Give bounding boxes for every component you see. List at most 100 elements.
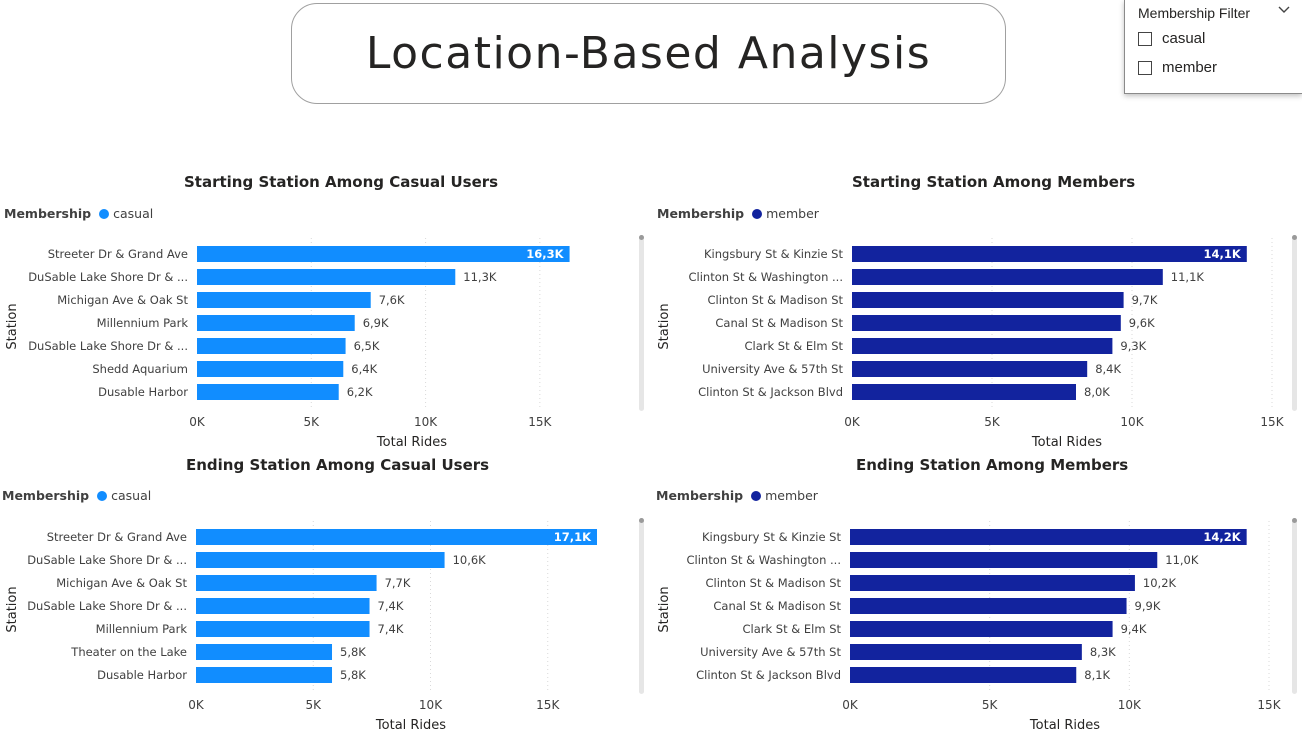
chart-scrollbar[interactable]: [639, 235, 644, 411]
chart-scrollbar[interactable]: [1292, 235, 1297, 411]
scrollbar-thumb[interactable]: [639, 518, 644, 523]
y-tick-label: Clinton St & Jackson Blvd: [696, 668, 841, 682]
bar[interactable]: [196, 529, 597, 545]
data-label: 10,6K: [453, 553, 487, 567]
bar[interactable]: [852, 384, 1076, 400]
y-tick-label: Shedd Aquarium: [92, 362, 188, 376]
bar[interactable]: [852, 315, 1121, 331]
y-tick-label: Kingsbury St & Kinzie St: [704, 247, 843, 261]
bar[interactable]: [850, 621, 1113, 637]
bar-chart-3: Ending Station Among Casual Users Members…: [0, 456, 645, 733]
data-label: 6,2K: [347, 385, 373, 399]
x-tick-label: 10K: [1118, 698, 1142, 712]
bar[interactable]: [197, 246, 570, 262]
chevron-down-icon[interactable]: [1277, 4, 1291, 16]
y-tick-label: Kingsbury St & Kinzie St: [702, 530, 841, 544]
bar[interactable]: [196, 644, 333, 660]
bar[interactable]: [852, 361, 1088, 377]
chart-title: Starting Station Among Members: [852, 173, 1136, 191]
y-tick-label: DuSable Lake Shore Dr & ...: [27, 599, 187, 613]
bar[interactable]: [850, 598, 1127, 614]
y-tick-label: University Ave & 57th St: [700, 645, 841, 659]
legend-dot-icon: [99, 208, 110, 219]
scrollbar-thumb[interactable]: [639, 235, 644, 240]
bar[interactable]: [852, 269, 1163, 285]
x-axis-label: Total Rides: [375, 718, 446, 733]
bar[interactable]: [197, 361, 344, 377]
data-label: 11,1K: [1171, 270, 1205, 284]
data-label: 8,3K: [1090, 645, 1116, 659]
bar[interactable]: [196, 575, 377, 591]
chart-title: Starting Station Among Casual Users: [184, 173, 499, 191]
bar[interactable]: [197, 292, 371, 308]
y-tick-label: Clinton St & Washington ...: [687, 553, 842, 567]
y-tick-label: DuSable Lake Shore Dr & ...: [28, 270, 188, 284]
slicer-option-casual[interactable]: casual: [1138, 30, 1205, 47]
data-label: 7,6K: [379, 293, 405, 307]
chart-legend: Membership member: [656, 488, 818, 503]
bar[interactable]: [197, 269, 456, 285]
data-label: 10,2K: [1143, 576, 1177, 590]
bar[interactable]: [850, 529, 1247, 545]
bar[interactable]: [196, 667, 333, 683]
x-tick-label: 5K: [304, 415, 321, 429]
x-tick-label: 10K: [1120, 415, 1144, 429]
x-tick-label: 0K: [189, 415, 206, 429]
bar[interactable]: [852, 246, 1247, 262]
bar[interactable]: [850, 644, 1082, 660]
chart-scrollbar[interactable]: [1292, 518, 1297, 694]
bar-chart-1: Starting Station Among Casual Users Membe…: [0, 173, 645, 450]
chart-legend: Membership casual: [4, 206, 153, 221]
scrollbar-thumb[interactable]: [1292, 518, 1297, 523]
y-tick-label: University Ave & 57th St: [702, 362, 843, 376]
data-label: 6,4K: [351, 362, 377, 376]
bar[interactable]: [197, 315, 355, 331]
bar[interactable]: [197, 338, 346, 354]
data-label: 9,4K: [1121, 622, 1147, 636]
bar[interactable]: [196, 621, 370, 637]
membership-filter-slicer[interactable]: Membership Filter casual member: [1124, 0, 1302, 94]
bar[interactable]: [850, 575, 1135, 591]
y-tick-label: Clark St & Elm St: [744, 339, 843, 353]
legend-entry: member: [766, 206, 819, 221]
slicer-option-label: casual: [1162, 30, 1206, 47]
chart-scrollbar[interactable]: [639, 518, 644, 694]
data-label: 9,7K: [1132, 293, 1158, 307]
bar[interactable]: [197, 384, 339, 400]
data-label: 9,3K: [1120, 339, 1146, 353]
slicer-option-member[interactable]: member: [1138, 59, 1217, 76]
legend-dot-icon: [97, 490, 108, 501]
legend-entry: casual: [113, 206, 154, 221]
chart-plot: Station Kingsbury St & Kinzie St 14,2K Clin…: [657, 521, 1282, 733]
data-label: 7,4K: [378, 599, 404, 613]
page-title: Location-Based Analysis: [291, 3, 1006, 104]
data-label: 5,8K: [340, 645, 366, 659]
checkbox-icon[interactable]: [1138, 60, 1152, 75]
bar-chart-2: Starting Station Among Members Membership…: [652, 173, 1302, 450]
legend-dot-icon: [752, 208, 763, 219]
scrollbar-thumb[interactable]: [1292, 235, 1297, 240]
data-label: 6,5K: [354, 339, 380, 353]
bar[interactable]: [852, 292, 1124, 308]
y-tick-label: Clark St & Elm St: [742, 622, 841, 636]
y-axis-label: Station: [5, 303, 20, 349]
x-tick-label: 15K: [528, 415, 552, 429]
data-label: 9,9K: [1135, 599, 1161, 613]
legend-title: Membership: [2, 488, 90, 503]
y-tick-label: Clinton St & Madison St: [705, 576, 841, 590]
bar[interactable]: [850, 552, 1158, 568]
bar[interactable]: [852, 338, 1113, 354]
legend-title: Membership: [657, 206, 745, 221]
y-tick-label: Millennium Park: [96, 622, 188, 636]
y-tick-label: Dusable Harbor: [97, 668, 187, 682]
bar[interactable]: [850, 667, 1077, 683]
y-tick-label: Clinton St & Madison St: [707, 293, 843, 307]
legend-title: Membership: [656, 488, 744, 503]
bar[interactable]: [196, 552, 445, 568]
y-tick-label: Theater on the Lake: [70, 645, 187, 659]
x-tick-label: 10K: [414, 415, 438, 429]
x-tick-label: 5K: [984, 415, 1001, 429]
bar[interactable]: [196, 598, 370, 614]
checkbox-icon[interactable]: [1138, 31, 1152, 46]
data-label: 7,7K: [385, 576, 411, 590]
